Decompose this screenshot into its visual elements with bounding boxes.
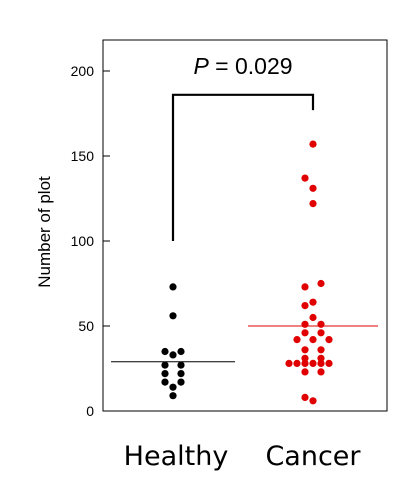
data-point-cancer [309, 359, 317, 367]
category-label-cancer: Cancer [265, 441, 361, 472]
data-point-cancer [301, 354, 309, 362]
data-point-healthy [161, 370, 169, 378]
data-points [161, 140, 333, 405]
data-point-cancer [293, 336, 301, 344]
data-point-healthy [161, 361, 169, 369]
plot-frame [102, 39, 388, 412]
data-point-cancer [317, 346, 325, 354]
data-point-cancer [325, 336, 333, 344]
data-point-healthy [169, 383, 177, 391]
y-tick-label: 0 [86, 403, 94, 419]
data-point-cancer [309, 200, 317, 208]
data-point-cancer [309, 313, 317, 322]
data-point-healthy [177, 370, 185, 378]
data-point-healthy [169, 283, 177, 291]
data-point-healthy [161, 347, 169, 356]
data-point-healthy [169, 351, 177, 359]
data-point-cancer [317, 368, 325, 376]
data-point-cancer [325, 359, 333, 367]
category-label-healthy: Healthy [124, 441, 229, 472]
data-point-healthy [177, 378, 185, 386]
data-point-cancer [309, 140, 317, 148]
data-point-cancer [309, 336, 317, 344]
significance-bracket [171, 93, 315, 241]
data-point-healthy [169, 312, 177, 320]
data-point-cancer [309, 397, 317, 405]
data-point-healthy [169, 392, 177, 400]
y-tick-label: 150 [71, 148, 95, 164]
y-axis-ticks: 0 50 100 150 200 [71, 63, 110, 419]
data-point-healthy [177, 361, 185, 369]
data-point-cancer [317, 354, 325, 362]
data-point-cancer [301, 346, 309, 354]
data-point-cancer [301, 368, 309, 376]
median-lines [111, 325, 378, 363]
data-point-cancer [301, 283, 309, 291]
data-point-cancer [317, 329, 325, 337]
data-point-cancer [317, 359, 325, 367]
data-point-cancer [285, 359, 293, 367]
data-point-healthy [161, 378, 169, 386]
data-point-cancer [301, 329, 309, 337]
data-point-cancer [309, 298, 317, 306]
y-tick-label: 100 [71, 233, 95, 249]
data-point-healthy [177, 347, 185, 356]
p-value-text: = 0.029 [209, 53, 293, 79]
data-point-cancer [301, 302, 309, 310]
p-symbol: P [193, 53, 209, 79]
data-point-cancer [293, 359, 301, 367]
data-point-cancer [301, 359, 309, 367]
y-axis-title: Number of plot [35, 176, 54, 288]
data-point-cancer [309, 184, 317, 192]
y-tick-label: 50 [78, 318, 94, 334]
data-point-cancer [301, 174, 309, 182]
p-value-annotation: P = 0.029 [193, 53, 292, 79]
data-point-cancer [317, 320, 325, 328]
data-point-cancer [317, 279, 325, 288]
y-tick-label: 200 [71, 63, 95, 79]
data-point-cancer [301, 320, 309, 328]
data-point-cancer [301, 393, 309, 401]
